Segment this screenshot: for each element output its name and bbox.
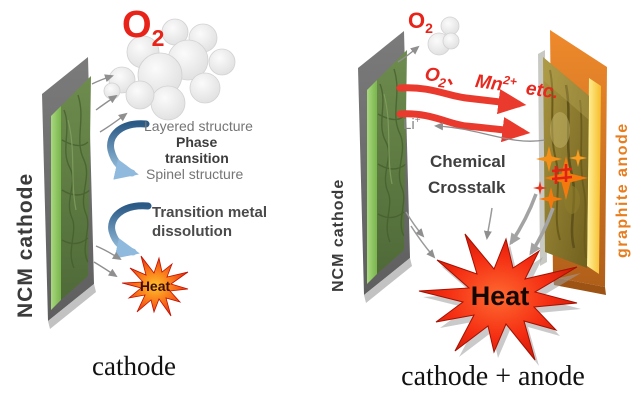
left-cathode-electrode (42, 57, 96, 329)
o2-label-left: O2 (122, 4, 165, 51)
phase-text: Phase (176, 134, 218, 150)
transition-text: transition (165, 150, 229, 166)
li-ion-arrow (434, 122, 546, 142)
right-cathode-electrode (358, 31, 412, 303)
o2-label-right: O2 (408, 8, 433, 36)
chemical-text: Chemical (430, 152, 506, 171)
crosstalk-text: Crosstalk (428, 178, 506, 197)
caption-cathode: cathode (92, 351, 176, 381)
dissolution-arrow-icon (108, 202, 152, 259)
phase-transition-arrow-icon (107, 120, 150, 180)
caption-cathode-anode: cathode + anode (401, 361, 585, 392)
ncm-cathode-label-right: NCM cathode (330, 178, 347, 292)
oxygen-release-arrows (91, 74, 128, 133)
heat-star-small (121, 255, 189, 317)
heat-release-arrows-right (405, 193, 555, 259)
heat-release-arrows-left (93, 245, 122, 278)
oxygen-release-arrow-right (397, 45, 420, 63)
ncm-cathode-label-left: NCM cathode (14, 172, 37, 318)
dissolution-text: dissolution (152, 223, 232, 240)
heat-label-big: Heat (470, 281, 530, 311)
crosstalk-species-arrows (396, 84, 531, 143)
spinel-structure-text: Spinel structure (146, 166, 244, 182)
heat-label-small: Heat (139, 278, 171, 294)
transition-metal-text: Transition metal (152, 204, 268, 221)
spark-icon (533, 146, 588, 211)
li-ion-label: Li+ (403, 115, 421, 133)
heat-star-big (418, 233, 581, 366)
o2-bubbles-right-icon (427, 16, 460, 56)
graphite-anode-label: graphite anode (614, 122, 631, 258)
o2-cloud-icon (103, 18, 236, 121)
layered-structure-text: Layered structure (144, 118, 253, 134)
